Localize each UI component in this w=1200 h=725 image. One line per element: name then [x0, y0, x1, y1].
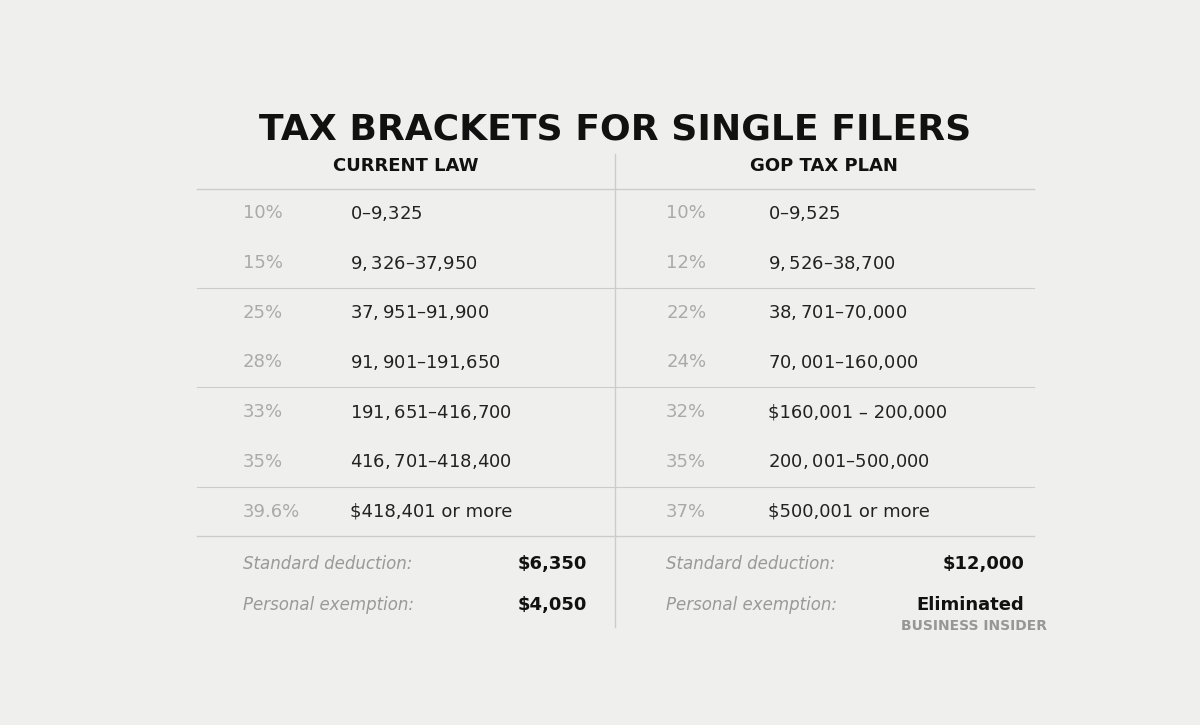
Text: $0 – $9,325: $0 – $9,325: [350, 204, 422, 223]
Text: 10%: 10%: [666, 204, 706, 223]
Text: 22%: 22%: [666, 304, 707, 322]
Text: $6,350: $6,350: [517, 555, 587, 573]
Text: $418,401 or more: $418,401 or more: [350, 502, 512, 521]
Text: CURRENT LAW: CURRENT LAW: [334, 157, 479, 175]
Text: 32%: 32%: [666, 403, 707, 421]
Text: 24%: 24%: [666, 354, 707, 371]
Text: $0 – $9,525: $0 – $9,525: [768, 204, 841, 223]
Text: $91,901 – $191,650: $91,901 – $191,650: [350, 353, 500, 372]
Text: $37,951 – $91,900: $37,951 – $91,900: [350, 303, 490, 323]
Text: 39.6%: 39.6%: [242, 502, 300, 521]
Text: 28%: 28%: [242, 354, 283, 371]
Text: $500,001 or more: $500,001 or more: [768, 502, 930, 521]
Text: 35%: 35%: [666, 453, 707, 471]
Text: $9,326 – $37,950: $9,326 – $37,950: [350, 254, 478, 273]
Text: Standard deduction:: Standard deduction:: [666, 555, 835, 573]
Text: $160,001 – 200,000: $160,001 – 200,000: [768, 403, 948, 421]
Text: 15%: 15%: [242, 254, 283, 272]
Text: BUSINESS INSIDER: BUSINESS INSIDER: [901, 619, 1048, 633]
Text: $416,701 – $418,400: $416,701 – $418,400: [350, 452, 512, 471]
Text: $191,651 – $416,700: $191,651 – $416,700: [350, 402, 512, 422]
Text: 12%: 12%: [666, 254, 706, 272]
Text: TAX BRACKETS FOR SINGLE FILERS: TAX BRACKETS FOR SINGLE FILERS: [259, 112, 971, 146]
Text: 33%: 33%: [242, 403, 283, 421]
Text: Eliminated: Eliminated: [917, 596, 1024, 614]
Text: 35%: 35%: [242, 453, 283, 471]
Text: 37%: 37%: [666, 502, 707, 521]
Text: Standard deduction:: Standard deduction:: [242, 555, 413, 573]
Text: GOP TAX PLAN: GOP TAX PLAN: [750, 157, 898, 175]
Text: $12,000: $12,000: [942, 555, 1024, 573]
Text: $38,701 – $70,000: $38,701 – $70,000: [768, 303, 907, 323]
Text: $200,001 – $500,000: $200,001 – $500,000: [768, 452, 930, 471]
Text: $70,001 – $160,000: $70,001 – $160,000: [768, 353, 919, 372]
Text: Personal exemption:: Personal exemption:: [666, 596, 838, 614]
Text: $9,526 – $38,700: $9,526 – $38,700: [768, 254, 896, 273]
Text: 25%: 25%: [242, 304, 283, 322]
Text: Personal exemption:: Personal exemption:: [242, 596, 414, 614]
Text: 10%: 10%: [242, 204, 283, 223]
Text: $4,050: $4,050: [517, 596, 587, 614]
